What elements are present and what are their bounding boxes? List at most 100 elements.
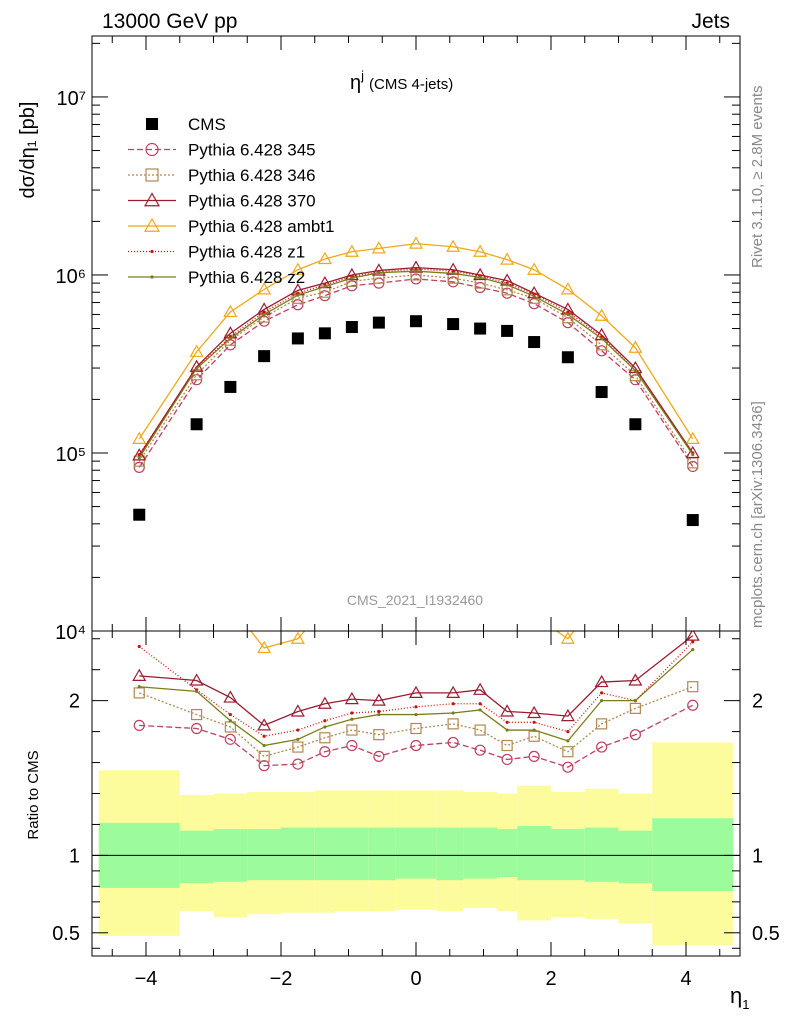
ratio-point-z2 [600,699,604,703]
legend-marker-ambt1 [143,217,161,232]
legend-item-p345: Pythia 6.428 345 [128,141,316,160]
data-point-ambt1 [446,239,461,252]
band-inner [584,827,619,882]
ratio-y-tick-label-right: 0.5 [752,923,780,945]
ratio-series-p370 [132,631,700,731]
ratio-point-p345 [373,750,385,762]
ratio-point-p370 [317,696,332,709]
ratio-point-p370 [344,691,359,705]
ratio-point-p370 [628,673,643,686]
main-y-tick-label: 10⁴ [55,622,86,644]
band-inner [652,818,734,891]
ratio-point-z2 [566,739,570,743]
ratio-series-z2 [137,647,695,748]
data-point-CMS [501,324,514,337]
ratio-point-p345 [258,760,270,772]
data-point-p370 [371,263,386,276]
main-y-tick-label: 10⁵ [55,444,86,466]
band-inner [463,827,497,879]
ratio-point-p370 [446,685,461,699]
band-inner [618,830,653,884]
ratio-point-ambt1 [224,599,236,610]
ratio-y-ticks: 0.5 0.5 1 1 2 2 [52,638,780,949]
data-point-z1 [566,310,570,314]
data-point-CMS [474,322,487,335]
ratio-point-p346 [346,724,358,736]
data-point-ambt1 [408,236,424,249]
ratio-point-ambt1 [133,599,145,610]
main-y-tick-label: 10⁷ [57,88,86,110]
data-point-CMS [410,315,422,328]
ratio-point-p370 [408,685,424,699]
legend-item-p370: Pythia 6.428 370 [128,192,316,211]
ratio-y-tick-label-left: 2 [69,691,80,713]
ratio-point-z1 [566,729,570,734]
ratio-point-z1 [262,734,266,738]
data-point-z2 [451,271,455,276]
x-axis-label-main: η [730,983,742,1008]
ratio-point-p346 [629,702,641,714]
series-CMS [133,315,699,527]
data-point-CMS [528,336,541,349]
ratio-point-p345 [346,739,358,752]
ratio-point-p345 [133,719,145,732]
side-label-mcplots: mcplots.cern.ch [arXiv:1306.3436] [749,401,766,628]
series-line-p370 [138,266,694,456]
ratio-point-p346 [562,746,574,758]
ratio-point-z2 [296,737,300,741]
ratio-point-z1 [691,640,695,644]
band-inner [335,827,369,881]
legend-marker-CMS [146,118,158,130]
ratio-point-ambt1 [596,589,608,600]
ratio-point-z2 [350,717,354,721]
data-point-CMS [258,350,271,363]
ratio-y-tick-label-left: 1 [69,845,80,867]
legend-marker-p370 [143,192,161,207]
data-point-z2 [414,269,418,273]
ratio-point-p346 [410,722,422,735]
data-point-ambt1 [371,241,386,254]
main-ylabel: dσ/dη₁ [pb] [17,102,39,199]
band-inner [281,827,315,881]
ratio-point-z1 [137,644,141,649]
data-point-p370 [685,445,700,459]
data-point-ambt1 [500,252,515,265]
ratio-line-ambt1 [250,631,575,649]
ratio-line-p370 [139,635,694,727]
data-point-z2 [228,336,232,341]
ratio-series [132,588,700,773]
ratio-point-p345 [319,746,331,758]
legend-label-z2: Pythia 6.428 z2 [188,268,305,287]
data-point-CMS [318,327,331,340]
data-point-ambt1 [189,344,204,357]
ratio-point-p345 [292,758,304,770]
data-point-CMS [561,351,574,364]
data-point-CMS [629,418,642,431]
data-point-z2 [296,293,300,297]
analysis-id: CMS_2021_I1932460 [347,592,483,608]
data-point-CMS [345,321,358,334]
ratio-point-p370 [473,682,488,695]
ratio-point-z2 [633,699,637,703]
data-point-z2 [566,312,570,317]
data-point-z2 [195,366,199,371]
data-point-p345 [133,461,145,473]
legend-item-CMS: CMS [146,115,226,134]
main-y-tick-label: 10⁶ [56,266,86,288]
ratio-point-p370 [527,705,542,719]
data-point-ambt1 [527,262,542,275]
legend-item-p346: Pythia 6.428 346 [128,166,316,185]
ratio-point-ambt1 [560,631,575,644]
ratio-point-p346 [501,739,513,752]
ratio-series-z1 [137,640,695,738]
ratio-point-ambt1 [191,611,203,622]
ratio-point-p345 [501,753,513,766]
ratio-point-ambt1 [629,588,641,599]
ratio-point-p370 [223,690,238,703]
series-line-p345 [138,278,694,468]
data-point-CMS [686,514,699,527]
plot-title-rest: (CMS 4-jets) [369,76,453,93]
x-tick-label: −4 [135,968,158,990]
data-point-z2 [377,271,381,275]
